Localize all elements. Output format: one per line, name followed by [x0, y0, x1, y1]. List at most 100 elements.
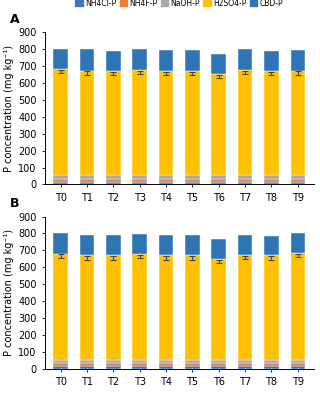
Bar	[185, 255, 200, 360]
Bar	[264, 176, 279, 179]
Bar	[80, 71, 94, 176]
Bar	[264, 51, 279, 71]
Bar	[132, 182, 147, 184]
Bar	[80, 235, 94, 255]
Bar	[212, 176, 226, 179]
Bar	[106, 71, 121, 176]
Bar	[185, 360, 200, 363]
Bar	[132, 234, 147, 254]
Bar	[185, 50, 200, 71]
Bar	[291, 233, 305, 253]
Bar	[291, 363, 305, 367]
Bar	[185, 367, 200, 369]
Bar	[212, 360, 226, 363]
Bar	[238, 367, 252, 369]
Bar	[106, 367, 121, 369]
Text: B: B	[10, 197, 19, 211]
Bar	[53, 69, 68, 176]
Bar	[159, 179, 173, 182]
Bar	[238, 360, 252, 363]
Bar	[159, 360, 173, 363]
Bar	[238, 182, 252, 184]
Bar	[291, 360, 305, 363]
Bar	[106, 179, 121, 182]
Bar	[291, 182, 305, 184]
Bar	[106, 255, 121, 360]
Bar	[159, 50, 173, 71]
Bar	[53, 182, 68, 184]
Bar	[212, 259, 226, 360]
Bar	[159, 367, 173, 369]
Bar	[132, 70, 147, 176]
Bar	[159, 363, 173, 367]
Bar	[53, 233, 68, 253]
Bar	[212, 182, 226, 184]
Bar	[238, 235, 252, 255]
Bar	[159, 71, 173, 176]
Bar	[106, 360, 121, 363]
Bar	[106, 51, 121, 71]
Legend: NH4Cl-P, NH4F-P, NaOH-P, H2SO4-P, CBD-P: NH4Cl-P, NH4F-P, NaOH-P, H2SO4-P, CBD-P	[75, 0, 284, 8]
Y-axis label: P concentration (mg kg⁻¹): P concentration (mg kg⁻¹)	[4, 229, 14, 356]
Bar	[132, 49, 147, 70]
Bar	[80, 176, 94, 179]
Bar	[53, 176, 68, 179]
Bar	[53, 49, 68, 69]
Y-axis label: P concentration (mg kg⁻¹): P concentration (mg kg⁻¹)	[4, 45, 14, 172]
Bar	[185, 182, 200, 184]
Bar	[106, 235, 121, 255]
Bar	[80, 255, 94, 360]
Bar	[53, 360, 68, 363]
Bar	[159, 255, 173, 360]
Bar	[212, 239, 226, 259]
Bar	[80, 360, 94, 363]
Bar	[264, 71, 279, 176]
Bar	[132, 360, 147, 363]
Bar	[264, 235, 279, 255]
Bar	[264, 360, 279, 363]
Bar	[80, 179, 94, 182]
Bar	[291, 367, 305, 369]
Bar	[238, 49, 252, 70]
Bar	[185, 235, 200, 255]
Bar	[212, 179, 226, 182]
Bar	[291, 71, 305, 176]
Bar	[238, 179, 252, 182]
Bar	[291, 50, 305, 71]
Bar	[80, 182, 94, 184]
Bar	[185, 176, 200, 179]
Bar	[106, 176, 121, 179]
Bar	[291, 253, 305, 360]
Bar	[238, 176, 252, 179]
Bar	[159, 182, 173, 184]
Bar	[132, 363, 147, 367]
Bar	[212, 54, 226, 74]
Bar	[132, 179, 147, 182]
Bar	[185, 363, 200, 367]
Bar	[291, 176, 305, 179]
Bar	[106, 363, 121, 367]
Bar	[53, 367, 68, 369]
Bar	[291, 179, 305, 182]
Bar	[212, 363, 226, 367]
Bar	[238, 255, 252, 360]
Bar	[106, 182, 121, 184]
Bar	[53, 253, 68, 360]
Bar	[238, 70, 252, 176]
Bar	[132, 367, 147, 369]
Bar	[80, 367, 94, 369]
Bar	[159, 176, 173, 179]
Bar	[80, 49, 94, 71]
Bar	[53, 179, 68, 182]
Bar	[264, 367, 279, 369]
Bar	[264, 179, 279, 182]
Bar	[53, 363, 68, 367]
Bar	[185, 179, 200, 182]
Bar	[264, 255, 279, 360]
Bar	[132, 176, 147, 179]
Bar	[212, 74, 226, 176]
Bar	[159, 235, 173, 255]
Bar	[264, 363, 279, 367]
Bar	[238, 363, 252, 367]
Bar	[80, 363, 94, 367]
